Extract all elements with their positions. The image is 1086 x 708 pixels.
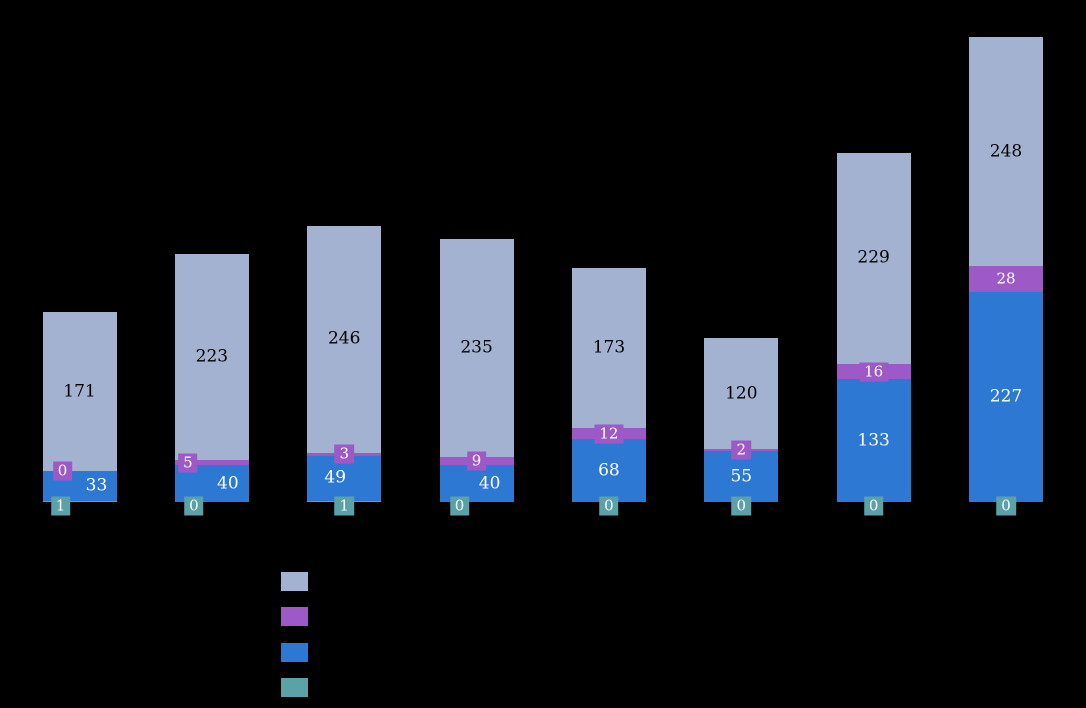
bar-label-lightsteel: 248: [989, 141, 1023, 162]
bar-segment-teal: [42, 501, 117, 502]
bar-label-teal: 0: [731, 496, 752, 516]
bar-label-lightsteel: 246: [327, 328, 361, 349]
bar-label-teal: 0: [996, 496, 1016, 516]
bar-label-purple: 12: [594, 424, 624, 444]
bar-label-purple: 3: [334, 444, 354, 464]
bar-segment-blue: [439, 465, 514, 502]
bar-label-lightsteel: 235: [460, 337, 493, 358]
bar-label-teal: 0: [449, 496, 470, 516]
bar-segment-lightsteel: [969, 36, 1044, 267]
bar-label-blue: 68: [598, 460, 620, 481]
bar-label-lightsteel: 173: [592, 337, 626, 358]
bar-label-teal: 0: [863, 496, 884, 516]
bar-label-teal: 1: [334, 496, 354, 516]
bar-label-purple: 28: [991, 269, 1021, 289]
bar-label-purple: 5: [178, 453, 198, 473]
bar-label-purple: 2: [731, 440, 752, 460]
bar-label-blue: 133: [857, 430, 890, 451]
bar-segment-lightsteel: [439, 239, 514, 457]
bar-label-purple: 9: [466, 451, 487, 471]
legend-swatch-blue: [281, 643, 308, 662]
bar-label-blue: 49: [324, 467, 347, 488]
bar-segment-lightsteel: [704, 338, 779, 450]
bar-label-purple: 16: [859, 362, 889, 382]
legend-swatch-teal: [281, 678, 308, 697]
bar-segment-lightsteel: [174, 254, 249, 461]
bar-segment-blue: [571, 439, 646, 502]
bar-segment-lightsteel: [42, 312, 117, 471]
bar-label-purple: 0: [52, 461, 73, 481]
legend-swatch-lightsteel: [281, 572, 308, 591]
bar-label-blue: 55: [730, 466, 753, 487]
bar-segment-lightsteel: [836, 152, 911, 365]
bar-label-blue: 227: [989, 386, 1023, 407]
bar-segment-purple: [174, 460, 249, 465]
bar-label-teal: 0: [599, 496, 619, 516]
bar-label-lightsteel: 223: [195, 346, 229, 367]
bar-segment-blue: [969, 292, 1044, 502]
legend-swatch-purple: [281, 607, 308, 626]
bar-label-lightsteel: 229: [857, 247, 890, 268]
bar-label-blue: 33: [85, 475, 108, 496]
bar-label-lightsteel: 171: [63, 381, 96, 402]
bar-segment-lightsteel: [307, 225, 382, 453]
bar-label-lightsteel: 120: [725, 383, 758, 404]
bar-segment-lightsteel: [571, 268, 646, 429]
bar-segment-blue: [836, 379, 911, 502]
bar-label-teal: 0: [184, 496, 204, 516]
bar-label-blue: 40: [217, 473, 239, 493]
bar-label-blue: 40: [478, 473, 501, 493]
bar-label-teal: 1: [50, 496, 71, 516]
